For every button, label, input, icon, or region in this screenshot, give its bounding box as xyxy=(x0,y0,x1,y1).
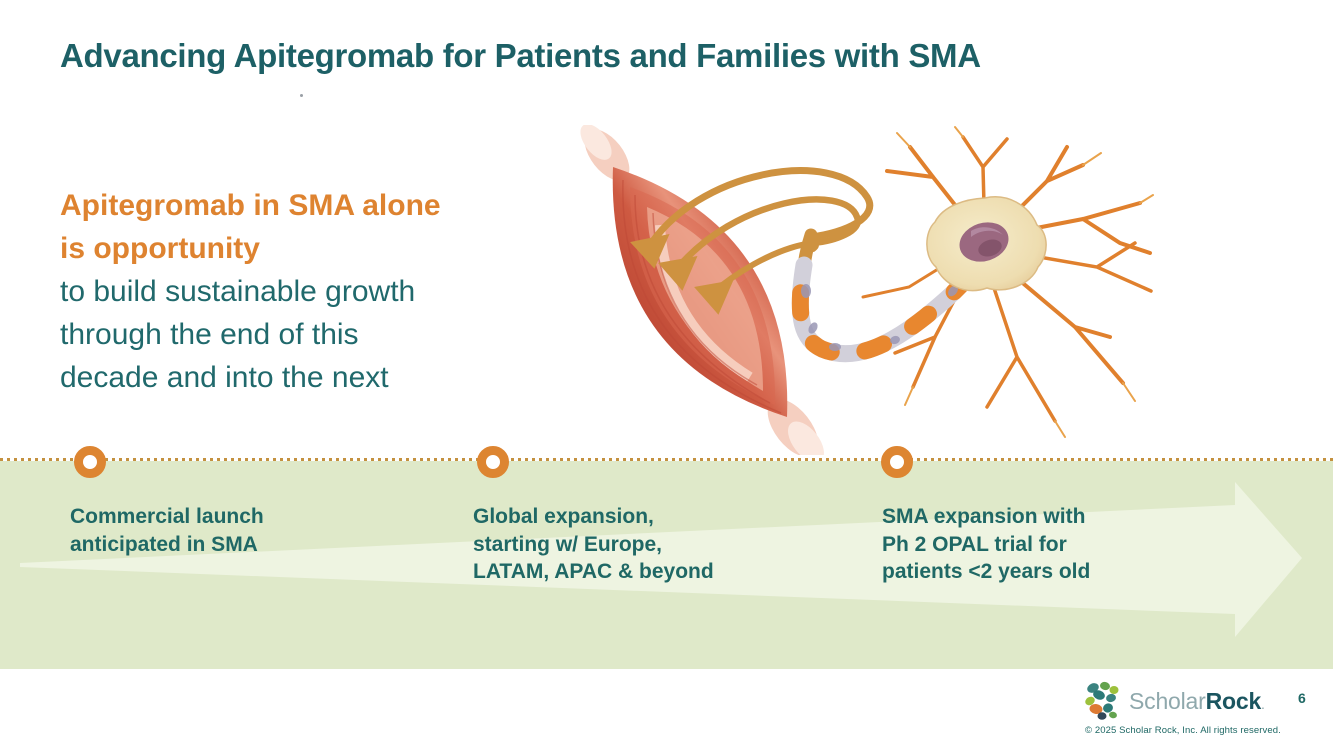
lead-body-line: through the end of this xyxy=(60,318,359,351)
timeline-marker-icon xyxy=(881,446,913,478)
lead-highlight-line: is opportunity xyxy=(60,232,260,265)
milestone-line: SMA expansion with xyxy=(882,505,1086,528)
logo-text-rock: Rock xyxy=(1205,687,1262,714)
page-number: 6 xyxy=(1298,690,1306,706)
axon-terminals xyxy=(630,167,874,315)
timeline-marker-icon xyxy=(74,446,106,478)
milestone-line: Ph 2 OPAL trial for xyxy=(882,532,1067,556)
milestone-sma-expansion: SMA expansion with Ph 2 OPAL trial for p… xyxy=(882,503,1212,586)
milestone-line: starting w/ Europe, xyxy=(473,532,663,556)
milestone-line: Commercial launch xyxy=(70,505,264,528)
milestone-global-expansion: Global expansion, starting w/ Europe, LA… xyxy=(473,503,803,586)
neuron-soma xyxy=(926,196,1047,292)
logo-registered-dot: . xyxy=(1261,695,1265,712)
timeline-marker-icon xyxy=(477,446,509,478)
copyright-notice: © 2025 Scholar Rock, Inc. All rights res… xyxy=(1085,725,1281,736)
lead-text-block: Apitegromab in SMA alone is opportunity … xyxy=(60,184,520,399)
milestone-line: anticipated in SMA xyxy=(70,532,258,556)
stray-dot xyxy=(300,94,303,97)
lead-body-line: to build sustainable growth xyxy=(60,275,416,308)
milestone-line: patients <2 years old xyxy=(882,560,1091,583)
motor-neuron-muscle-illustration xyxy=(580,125,1154,455)
lead-highlight-line: Apitegromab in SMA alone xyxy=(60,189,441,222)
milestone-commercial-launch: Commercial launch anticipated in SMA xyxy=(70,503,400,558)
slide-title: Advancing Apitegromab for Patients and F… xyxy=(60,37,981,74)
scholar-rock-logo: ScholarRock. xyxy=(1083,680,1333,722)
milestone-line: LATAM, APAC & beyond xyxy=(473,560,714,583)
logo-text-scholar: Scholar xyxy=(1129,687,1206,714)
logo-wordmark: ScholarRock. xyxy=(1129,688,1265,715)
scholar-rock-logo-mark-icon xyxy=(1085,681,1119,720)
growth-arrow xyxy=(20,482,1302,637)
milestone-line: Global expansion, xyxy=(473,505,654,528)
timeline-dotted-line xyxy=(0,458,1333,461)
lead-body-line: decade and into the next xyxy=(60,361,389,394)
